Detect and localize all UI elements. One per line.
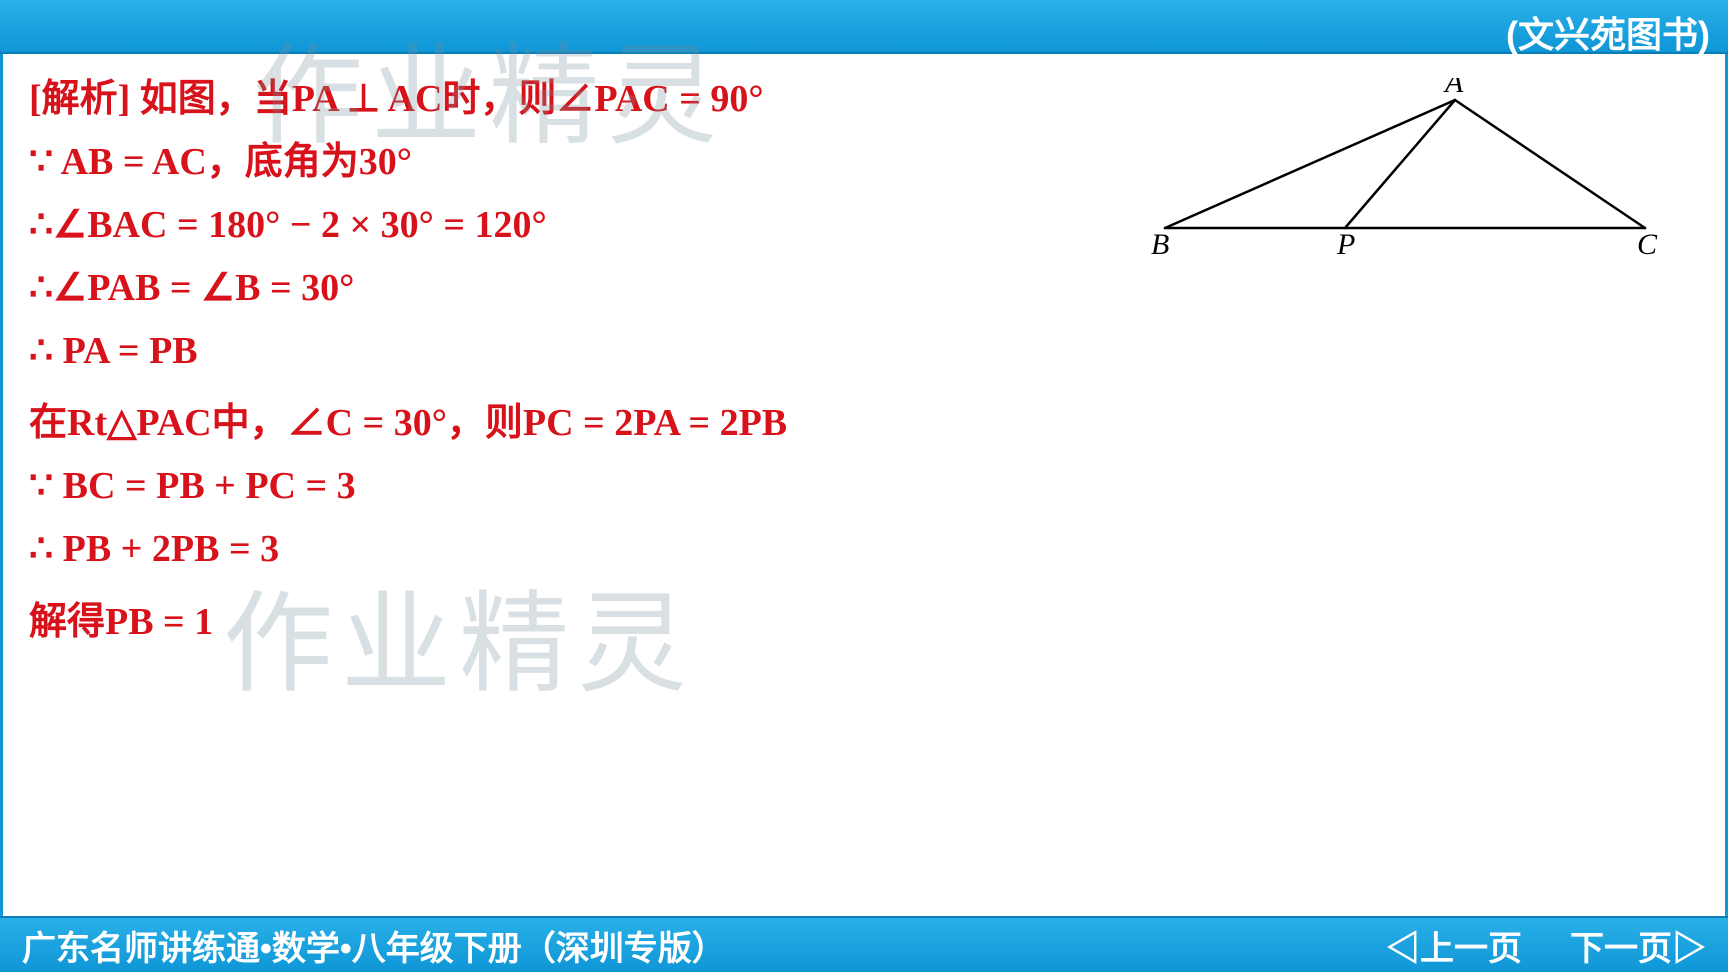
svg-text:B: B — [1151, 228, 1169, 258]
solution-line: ∴∠PAB = ∠B = 30° — [29, 259, 1699, 318]
bottom-bar: 广东名师讲练通•数学•八年级下册（深圳专版） ◁上一页 下一页▷ — [0, 916, 1728, 972]
svg-text:C: C — [1637, 228, 1658, 258]
solution-line: ∴ PB + 2PB = 3 — [29, 520, 1699, 579]
nav-buttons: ◁上一页 下一页▷ — [1386, 921, 1706, 970]
solution-line: 解得PB = 1 — [29, 593, 1699, 652]
solution-line: 在Rt△PAC中，∠C = 30°，则PC = 2PA = 2PB — [29, 394, 1699, 453]
prev-page-button[interactable]: ◁上一页 — [1386, 921, 1522, 970]
solution-line: ∵ BC = PB + PC = 3 — [29, 457, 1699, 516]
publisher-label: (文兴苑图书) — [1506, 6, 1710, 58]
svg-text:P: P — [1336, 228, 1355, 258]
triangle-diagram: A B P C — [1145, 78, 1665, 258]
solution-line: ∴ PA = PB — [29, 322, 1699, 381]
book-title: 广东名师讲练通•数学•八年级下册（深圳专版） — [22, 921, 726, 970]
content-area: 作业精灵 作业精灵 [解析] 如图，当PA ⊥ AC时，则∠PAC = 90° … — [0, 54, 1728, 916]
page-root: (文兴苑图书) 作业精灵 作业精灵 [解析] 如图，当PA ⊥ AC时，则∠PA… — [0, 0, 1728, 972]
top-bar: (文兴苑图书) — [0, 0, 1728, 54]
next-page-button[interactable]: 下一页▷ — [1570, 921, 1706, 970]
svg-text:A: A — [1443, 78, 1464, 99]
